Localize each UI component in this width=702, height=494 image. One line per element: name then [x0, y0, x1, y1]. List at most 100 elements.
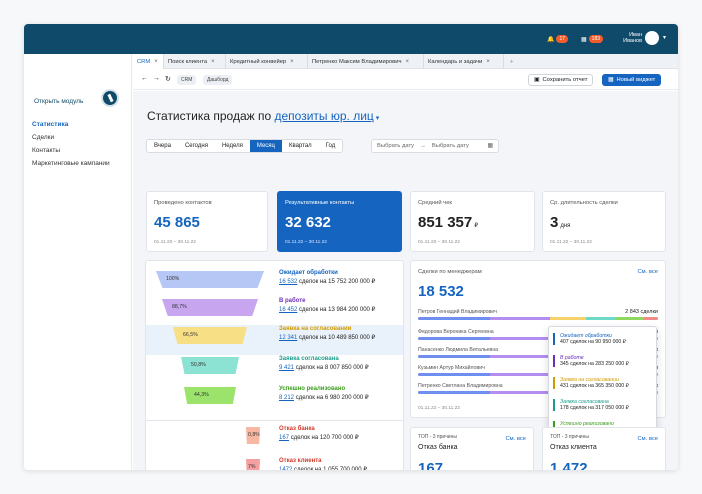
top-bar: 🔔 17 ▦ 183 Иван Иванов ▾: [24, 24, 678, 54]
calendar-icon: ▦: [487, 143, 493, 149]
tooltip-item: Заявка на согласовании 431 сделок на 365 …: [553, 377, 651, 389]
manager-deals: 2 843 сделки: [625, 309, 658, 315]
funnel-percent: 0,8%: [248, 432, 260, 438]
funnel-bar[interactable]: 0,8%: [246, 427, 260, 444]
open-module-link[interactable]: Открыть модуль: [34, 98, 84, 105]
see-all-link[interactable]: См. все: [637, 269, 658, 275]
sales-funnel: 100% Ожидает обработки 16 532 сделок на 15…: [145, 260, 404, 470]
tab-petrenko[interactable]: Петренко Максим Владимирович ×: [308, 54, 424, 69]
module-logo-icon[interactable]: [101, 89, 119, 107]
widget-icon: ▦: [608, 77, 614, 83]
funnel-count-link[interactable]: 167: [279, 435, 290, 441]
funnel-percent: 100%: [166, 276, 180, 282]
forward-arrow-icon[interactable]: →: [153, 75, 160, 82]
funnel-stage-label: Отказ банка: [279, 426, 315, 432]
tooltip-item: В работе 345 сделок на 283 250 000 ₽: [553, 355, 651, 367]
funnel-bar[interactable]: 7%: [246, 459, 260, 470]
manager-bar[interactable]: [418, 337, 658, 340]
avatar[interactable]: [645, 31, 659, 45]
breadcrumb-crm[interactable]: CRM: [177, 75, 197, 85]
funnel-bar[interactable]: 66,5%: [173, 327, 247, 344]
close-icon[interactable]: ×: [154, 58, 158, 65]
close-icon[interactable]: ×: [405, 58, 410, 65]
funnel-stage: Успешно реализовано 8 212 сделок на 6 980…: [279, 386, 369, 401]
funnel-sum: сделок на 13 984 200 000 ₽: [299, 307, 376, 313]
tab-credit[interactable]: Кредитный конвейер ×: [226, 54, 308, 69]
funnel-bar[interactable]: 100%: [156, 271, 264, 288]
period-week[interactable]: Неделя: [221, 143, 243, 149]
sidebar-item-contacts[interactable]: Контакты: [32, 147, 61, 154]
card-average-check[interactable]: Средний чек 851 357 ₽ 01.11.22 – 30.11.22: [410, 191, 535, 252]
funnel-percent: 88,7%: [172, 304, 187, 310]
sidebar-item-deals[interactable]: Сделки: [32, 134, 55, 141]
page-title: Статистика продаж по депозиты юр. лиц ▾: [147, 109, 380, 123]
save-report-button[interactable]: ▣ Сохранить отчет: [528, 74, 594, 86]
period-month[interactable]: Месяц: [249, 140, 282, 152]
manager-bar[interactable]: [418, 391, 658, 394]
task-badge: 183: [588, 35, 604, 43]
funnel-bar[interactable]: 50,8%: [181, 357, 239, 374]
funnel-bar[interactable]: 88,7%: [162, 299, 258, 316]
tooltip-item: Заявка согласована 178 сделок на 317 050 …: [553, 399, 651, 411]
close-icon[interactable]: ×: [486, 58, 490, 65]
period-yesterday[interactable]: Вчера: [154, 143, 171, 149]
funnel-stage: Отказ клиента 1472 сделок на 1 055 700 00…: [279, 458, 367, 470]
funnel-stage-label: Заявка согласована: [279, 356, 339, 362]
calendar-button[interactable]: ▦ 183: [581, 33, 604, 45]
manager-bar[interactable]: [418, 373, 658, 376]
top3-bank-reject[interactable]: ТОП - 3 причины См. все Отказ банка 167: [410, 427, 534, 470]
dashboard: Статистика продаж по депозиты юр. лиц ▾ …: [133, 91, 678, 470]
funnel-stage: В работе 16 452 сделок на 13 984 200 000 …: [279, 298, 375, 313]
manager-name: Петренко Светлана Владимировна: [418, 383, 503, 389]
card-contacts[interactable]: Проведено контактов 45 865 01.11.22 – 30…: [146, 191, 268, 252]
funnel-count-link[interactable]: 8 212: [279, 395, 295, 401]
funnel-stage-label: Ожидает обработки: [279, 270, 338, 276]
funnel-stage: Заявка на согласовании 12 341 сделок на 1…: [279, 326, 375, 341]
funnel-percent: 7%: [248, 464, 256, 470]
chevron-down-icon[interactable]: ▾: [663, 35, 667, 41]
tab-crm[interactable]: CRM ×: [133, 54, 164, 69]
funnel-sum: сделок на 15 752 200 000 ₽: [299, 279, 376, 285]
manager-name: Кузьмин Артур Михайлович: [418, 365, 485, 371]
funnel-bar[interactable]: 44,3%: [184, 387, 236, 404]
tab-client-search[interactable]: Поиск клиента ×: [164, 54, 226, 69]
funnel-stage-label: Успешно реализовано: [279, 386, 346, 392]
sidebar-item-campaigns[interactable]: Маркетинговые кампании: [32, 160, 110, 167]
funnel-sum: сделок на 6 980 200 000 ₽: [295, 395, 369, 401]
funnel-stage-label: Отказ клиента: [279, 458, 322, 464]
user-name[interactable]: Иван Иванов: [623, 32, 642, 44]
funnel-count-link[interactable]: 12 341: [279, 335, 298, 341]
close-icon[interactable]: ×: [211, 58, 215, 65]
manager-bar[interactable]: [418, 355, 658, 358]
card-effective-contacts[interactable]: Результативные контакты 32 632 01.11.22 …: [277, 191, 402, 252]
period-year[interactable]: Год: [325, 143, 336, 149]
refresh-icon[interactable]: ↻: [165, 76, 171, 83]
new-widget-button[interactable]: ▦ Новый виджет: [602, 74, 662, 86]
manager-name: Федорова Вероника Сергеевна: [418, 329, 494, 335]
add-tab-button[interactable]: +: [510, 58, 514, 65]
bell-button[interactable]: 🔔 17: [547, 33, 569, 45]
calendar-icon: ▦: [581, 36, 587, 43]
tab-calendar[interactable]: Календарь и задачи ×: [424, 54, 504, 69]
period-switcher: Вчера Сегодня Неделя Месяц Квартал Год: [146, 139, 344, 153]
breadcrumb-dashboard[interactable]: Дашборд: [203, 75, 233, 85]
sidebar-item-statistics[interactable]: Статистика: [32, 121, 69, 128]
period-today[interactable]: Сегодня: [184, 143, 208, 149]
funnel-stage: Заявка согласована 9 421 сделок на 8 007 …: [279, 356, 369, 371]
close-icon[interactable]: ×: [290, 58, 294, 65]
period-quarter[interactable]: Квартал: [288, 143, 312, 149]
manager-bar[interactable]: [418, 317, 658, 320]
notif-badge: 17: [556, 35, 569, 43]
date-range-picker[interactable]: Выбрать дату → Выбрать дату ▦: [371, 139, 499, 153]
card-deal-duration[interactable]: Ср. длительность сделки 3 дня 01.11.22 – …: [542, 191, 666, 252]
top3-client-reject[interactable]: ТОП - 3 причины См. все Отказ клиента 1 …: [542, 427, 666, 470]
funnel-count-link[interactable]: 16 532: [279, 279, 298, 285]
funnel-count-link[interactable]: 9 421: [279, 365, 295, 371]
funnel-count-link[interactable]: 16 452: [279, 307, 298, 313]
product-selector[interactable]: депозиты юр. лиц: [274, 109, 374, 123]
funnel-count-link[interactable]: 1472: [279, 467, 293, 470]
tooltip-item: Ожидает обработки 407 сделок на 90 950 00…: [553, 333, 651, 345]
manager-name: Панасенко Людмила Витальевна: [418, 347, 499, 353]
back-arrow-icon[interactable]: ←: [141, 75, 148, 82]
funnel-stage: Ожидает обработки 16 532 сделок на 15 752…: [279, 270, 375, 285]
